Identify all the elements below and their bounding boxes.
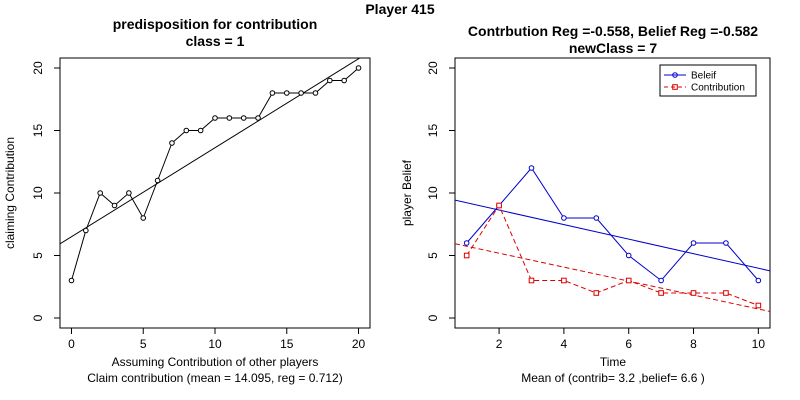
legend-contribution-label: Contribution <box>691 83 745 94</box>
left-x-tick-label: 20 <box>352 337 366 351</box>
belief-data-point <box>691 241 696 246</box>
left-data-point <box>270 91 275 96</box>
left-data-point <box>184 128 189 133</box>
contribution-data-point <box>691 291 696 296</box>
left-data-point <box>342 78 347 83</box>
left-series-line <box>71 68 358 281</box>
left-data-point <box>256 116 261 121</box>
left-x-tick-label: 0 <box>68 337 75 351</box>
contribution-data-point <box>724 291 729 296</box>
right-y-axis-label: player Belief <box>400 159 414 226</box>
belief-data-point <box>756 278 761 283</box>
left-data-point <box>170 141 175 146</box>
contribution-data-point <box>626 278 631 283</box>
contribution-data-point <box>497 203 502 208</box>
left-y-tick-label: 0 <box>31 314 45 321</box>
right-x-tick-label: 6 <box>625 337 632 351</box>
right-y-tick-label: 10 <box>426 186 440 200</box>
left-data-point <box>284 91 289 96</box>
left-data-point <box>227 116 232 121</box>
left-data-point <box>299 91 304 96</box>
legend: Beleif Contribution <box>660 65 756 96</box>
left-data-point <box>213 116 218 121</box>
left-plot-frame <box>60 58 370 328</box>
left-y-axis: 0 5 10 15 20 <box>31 61 60 321</box>
belief-data-point <box>464 241 469 246</box>
belief-data-point <box>724 241 729 246</box>
figure-main-title: Player 415 <box>365 1 434 17</box>
left-data-point <box>356 66 361 71</box>
right-y-tick-label: 15 <box>426 124 440 138</box>
left-x-tick-label: 10 <box>208 337 222 351</box>
left-y-axis-label: claiming Contribution <box>3 137 17 249</box>
left-data-point <box>198 128 203 133</box>
left-y-tick-label: 5 <box>31 252 45 259</box>
left-data-point <box>84 228 89 233</box>
right-x-axis-label: Time <box>600 355 627 369</box>
belief-data-point <box>529 166 534 171</box>
right-chart-title: Contrbution Reg =-0.558, Belief Reg =-0.… <box>468 23 758 39</box>
belief-data-point <box>659 278 664 283</box>
contribution-data-point <box>594 291 599 296</box>
left-data-point <box>155 178 160 183</box>
left-x-axis: 0 5 10 15 20 <box>68 328 365 351</box>
belief-data-point <box>626 253 631 258</box>
right-x-axis: 2 4 6 8 10 <box>496 328 766 351</box>
left-y-tick-label: 10 <box>31 186 45 200</box>
left-data-point <box>241 116 246 121</box>
right-x-axis-sublabel: Mean of (contrib= 3.2 ,belief= 6.6 ) <box>521 371 704 385</box>
belief-series-line <box>467 168 759 281</box>
left-x-axis-label: Assuming Contribution of other players <box>112 355 319 369</box>
left-chart-subtitle: class = 1 <box>186 33 245 49</box>
right-x-tick-label: 8 <box>690 337 697 351</box>
left-y-tick-label: 20 <box>31 61 45 75</box>
right-x-tick-label: 2 <box>496 337 503 351</box>
left-data-point <box>98 191 103 196</box>
left-data-point <box>141 216 146 221</box>
right-chart-subtitle: newClass = 7 <box>569 40 658 56</box>
right-y-tick-label: 20 <box>426 61 440 75</box>
left-data-point <box>69 278 74 283</box>
belief-data-point <box>562 216 567 221</box>
left-regression-line <box>60 52 370 244</box>
left-x-axis-sublabel: Claim contribution (mean = 14.095, reg =… <box>87 371 342 385</box>
left-data-point <box>112 203 117 208</box>
right-y-axis: 0 5 10 15 20 <box>426 61 455 321</box>
left-chart-title: predisposition for contribution <box>113 16 318 32</box>
right-x-tick-label: 4 <box>561 337 568 351</box>
legend-belief-label: Beleif <box>691 71 716 82</box>
left-plot-area <box>60 52 370 283</box>
left-y-tick-label: 15 <box>31 124 45 138</box>
left-data-point <box>313 91 318 96</box>
contribution-data-point <box>659 291 664 296</box>
right-y-tick-label: 5 <box>426 252 440 259</box>
contribution-data-point <box>562 278 567 283</box>
belief-regression-line <box>455 200 770 271</box>
belief-data-point <box>594 216 599 221</box>
contribution-data-point <box>529 278 534 283</box>
right-plot-area <box>455 166 770 312</box>
left-data-point <box>127 191 132 196</box>
right-chart: Contrbution Reg =-0.558, Belief Reg =-0.… <box>400 23 770 385</box>
left-data-point <box>328 78 333 83</box>
left-x-tick-label: 15 <box>280 337 294 351</box>
right-x-tick-label: 10 <box>752 337 766 351</box>
left-chart: predisposition for contribution class = … <box>3 16 370 385</box>
contribution-data-point <box>464 253 469 258</box>
right-y-tick-label: 0 <box>426 314 440 321</box>
right-plot-frame <box>455 58 770 328</box>
left-x-tick-label: 5 <box>140 337 147 351</box>
contribution-regression-line <box>455 244 770 312</box>
contribution-data-point <box>756 303 761 308</box>
